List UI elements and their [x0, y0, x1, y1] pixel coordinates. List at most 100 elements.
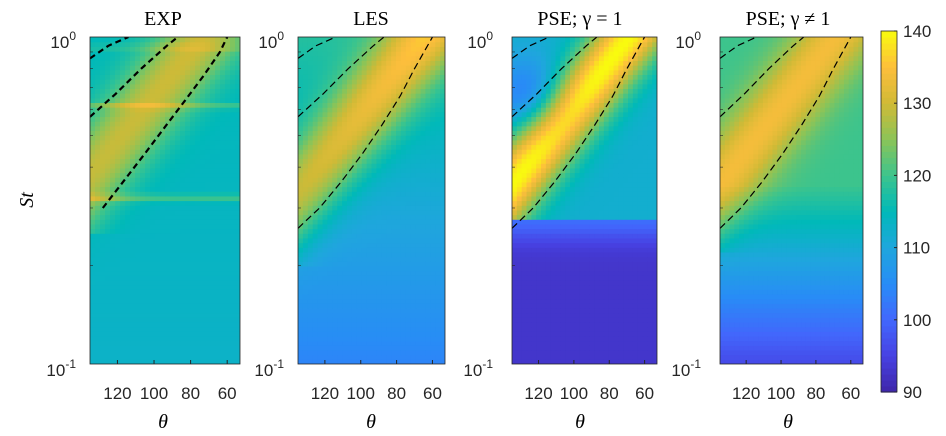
heatmap-cell — [579, 349, 586, 356]
heatmap-cell — [415, 135, 422, 141]
heatmap-cell — [618, 359, 624, 364]
heatmap-cell — [105, 247, 111, 253]
heatmap-cell — [415, 237, 422, 244]
heatmap-cell — [400, 116, 407, 122]
heatmap-cell — [322, 172, 328, 178]
heatmap-cell — [526, 340, 532, 346]
heatmap-cell — [332, 83, 338, 89]
heatmap-cell — [415, 359, 422, 364]
heatmap-cell — [105, 261, 111, 267]
heatmap-cell — [420, 93, 426, 99]
heatmap-cell — [175, 69, 181, 75]
heatmap-cell — [130, 359, 136, 364]
heatmap-cell — [165, 303, 171, 309]
heatmap-cell — [376, 135, 382, 141]
heatmap-cell — [356, 340, 363, 346]
heatmap-cell — [371, 326, 377, 332]
heatmap-cell — [155, 79, 161, 85]
heatmap-cell — [312, 51, 319, 57]
heatmap-cell — [396, 102, 402, 108]
heatmap-cell — [599, 312, 605, 318]
heatmap-cell — [632, 275, 639, 281]
heatmap-cell — [356, 242, 363, 248]
heatmap-cell — [608, 261, 615, 267]
heatmap-cell — [410, 256, 417, 262]
heatmap-cell — [400, 83, 407, 89]
heatmap-cell — [120, 111, 126, 118]
heatmap-cell — [200, 205, 206, 211]
heatmap-cell — [125, 83, 131, 89]
heatmap-cell — [307, 228, 314, 234]
heatmap-cell — [145, 177, 151, 183]
heatmap-cell — [440, 46, 445, 52]
heatmap-cell — [396, 37, 402, 43]
heatmap-cell — [327, 200, 333, 206]
heatmap-cell — [185, 321, 191, 328]
heatmap-cell — [135, 83, 141, 89]
heatmap-cell — [200, 209, 206, 216]
heatmap-cell — [200, 191, 206, 197]
heatmap-cell — [230, 349, 236, 356]
heatmap-cell — [195, 228, 201, 234]
heatmap-cell — [130, 65, 136, 71]
heatmap-cell — [400, 125, 407, 132]
heatmap-cell — [180, 93, 186, 99]
heatmap-cell — [536, 349, 542, 356]
heatmap-cell — [195, 237, 201, 244]
heatmap-cell — [361, 359, 368, 364]
heatmap-cell — [205, 144, 211, 150]
heatmap-cell — [632, 335, 639, 342]
heatmap-cell — [342, 60, 348, 66]
heatmap-cell — [337, 149, 343, 155]
heatmap-cell — [185, 195, 191, 202]
heatmap-cell — [337, 97, 343, 103]
heatmap-cell — [195, 340, 201, 346]
heatmap-cell — [130, 298, 136, 304]
heatmap-cell — [225, 205, 231, 211]
heatmap-cell — [420, 121, 426, 127]
heatmap-cell — [632, 331, 639, 337]
heatmap-cell — [342, 293, 348, 300]
heatmap-cell — [307, 205, 314, 211]
heatmap-cell — [205, 345, 211, 351]
heatmap-cell — [230, 279, 236, 286]
heatmap-cell — [440, 51, 445, 57]
heatmap-cell — [100, 116, 106, 122]
heatmap-cell — [110, 177, 116, 183]
heatmap-cell — [90, 242, 96, 248]
heatmap-cell — [95, 359, 101, 364]
heatmap-cell — [150, 242, 156, 248]
heatmap-cell — [307, 289, 314, 295]
heatmap-cell — [647, 321, 653, 328]
heatmap-cell — [618, 265, 624, 272]
heatmap-cell — [115, 102, 121, 108]
heatmap-cell — [110, 279, 116, 286]
heatmap-cell — [361, 158, 368, 164]
heatmap-cell — [317, 102, 324, 108]
heatmap-cell — [410, 200, 417, 206]
heatmap-cell — [110, 209, 116, 216]
heatmap-cell — [351, 116, 358, 122]
heatmap-cell — [120, 121, 126, 127]
heatmap-cell — [135, 102, 141, 108]
heatmap-cell — [347, 97, 353, 103]
heatmap-cell — [185, 256, 191, 262]
heatmap-cell — [603, 335, 610, 342]
heatmap-cell — [410, 335, 417, 342]
heatmap-cell — [312, 317, 319, 323]
heatmap-cell — [95, 191, 101, 197]
heatmap-cell — [230, 237, 236, 244]
heatmap-cell — [386, 214, 392, 220]
heatmap-cell — [215, 102, 221, 108]
heatmap-cell — [405, 172, 412, 178]
heatmap-cell — [391, 69, 397, 75]
heatmap-cell — [160, 303, 166, 309]
heatmap-cell — [356, 284, 363, 290]
heatmap-cell — [516, 317, 523, 323]
heatmap-cell — [332, 242, 338, 248]
heatmap-cell — [235, 200, 240, 206]
heatmap-cell — [376, 177, 382, 183]
heatmap-cell — [135, 298, 141, 304]
heatmap-cell — [351, 177, 358, 183]
heatmap-cell — [521, 307, 528, 314]
